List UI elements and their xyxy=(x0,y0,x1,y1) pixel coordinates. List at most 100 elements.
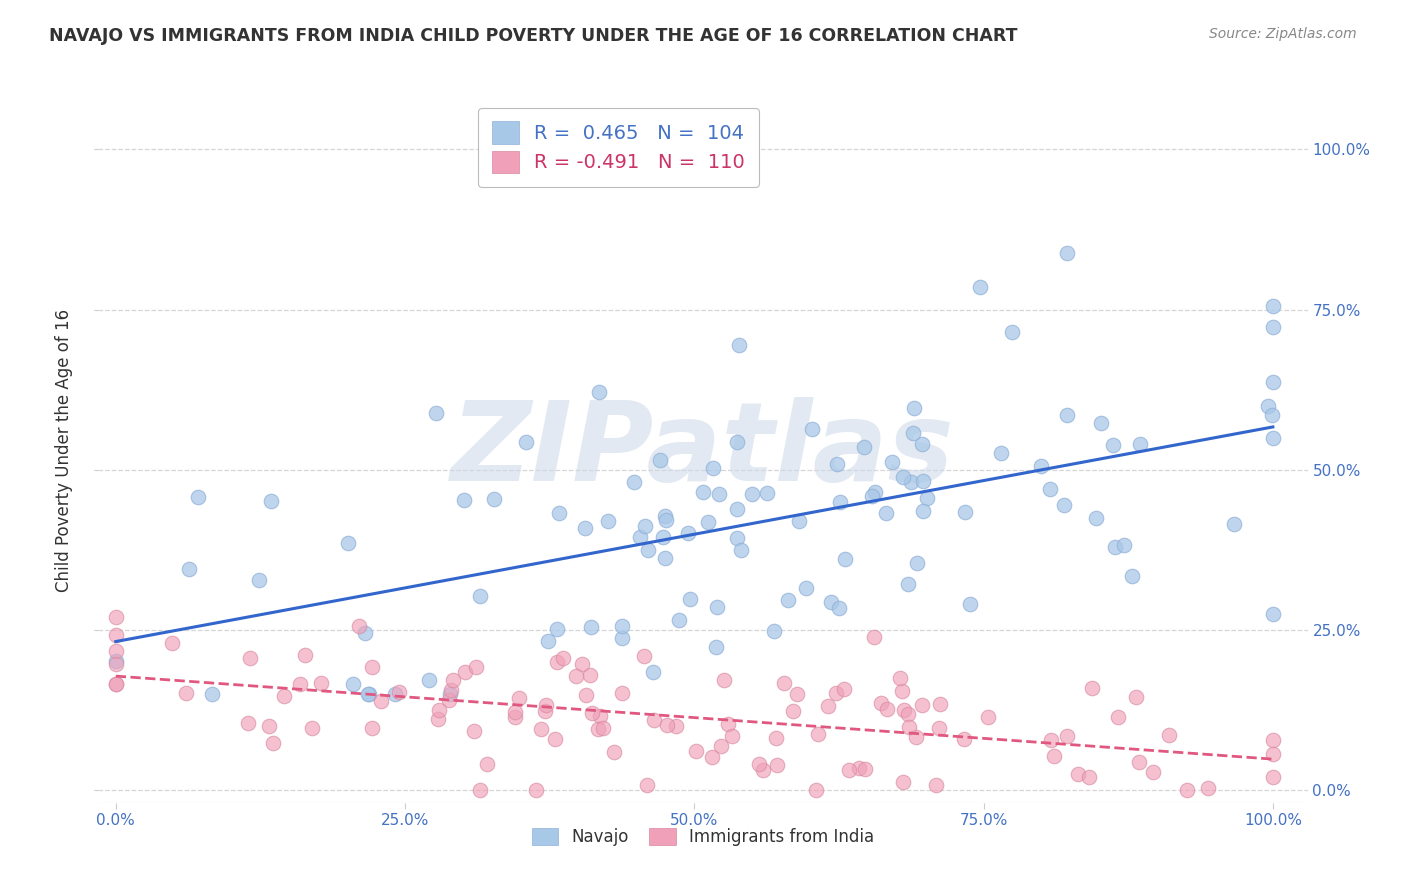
Point xyxy=(643,665,665,680)
Point xyxy=(482,491,505,506)
Point xyxy=(891,775,914,789)
Point xyxy=(589,708,612,723)
Point xyxy=(762,624,785,639)
Point xyxy=(1257,399,1279,413)
Point xyxy=(741,487,763,501)
Point xyxy=(1067,766,1090,780)
Point xyxy=(1125,690,1147,705)
Point xyxy=(911,504,934,518)
Point xyxy=(766,757,789,772)
Point xyxy=(370,693,392,707)
Point xyxy=(177,562,200,576)
Point xyxy=(537,634,560,648)
Point xyxy=(1261,607,1284,621)
Point xyxy=(853,762,876,776)
Point xyxy=(309,676,332,690)
Point xyxy=(1142,764,1164,779)
Point xyxy=(544,731,567,746)
Point xyxy=(160,635,183,649)
Point xyxy=(524,783,547,797)
Point xyxy=(475,757,498,772)
Point xyxy=(825,457,848,471)
Point xyxy=(852,440,875,454)
Point xyxy=(834,551,856,566)
Point xyxy=(259,719,281,733)
Point xyxy=(441,673,464,688)
Point xyxy=(1101,438,1123,452)
Point xyxy=(628,530,651,544)
Point xyxy=(828,601,851,615)
Point xyxy=(354,625,377,640)
Point xyxy=(889,671,911,685)
Point xyxy=(929,697,952,711)
Point xyxy=(187,491,209,505)
Point xyxy=(262,736,284,750)
Point xyxy=(748,756,770,771)
Point xyxy=(1039,732,1062,747)
Point xyxy=(1261,732,1284,747)
Point xyxy=(820,595,842,609)
Point xyxy=(832,681,855,696)
Point xyxy=(104,644,127,658)
Point xyxy=(468,589,491,603)
Point xyxy=(928,721,950,735)
Point xyxy=(104,657,127,672)
Point xyxy=(969,280,991,294)
Point xyxy=(610,686,633,700)
Point xyxy=(1056,245,1078,260)
Point xyxy=(1078,770,1101,784)
Point xyxy=(830,495,852,509)
Point xyxy=(752,764,775,778)
Point xyxy=(717,716,740,731)
Point xyxy=(782,704,804,718)
Point xyxy=(384,687,406,701)
Point xyxy=(1107,710,1129,724)
Point xyxy=(603,745,626,759)
Point xyxy=(534,704,557,718)
Point xyxy=(1053,499,1076,513)
Point xyxy=(725,502,748,516)
Point xyxy=(876,702,898,716)
Text: Source: ZipAtlas.com: Source: ZipAtlas.com xyxy=(1209,27,1357,41)
Point xyxy=(1261,747,1284,761)
Point xyxy=(273,690,295,704)
Point xyxy=(773,676,796,690)
Point xyxy=(612,631,634,645)
Point xyxy=(1159,728,1181,742)
Point xyxy=(425,406,447,420)
Point xyxy=(870,696,893,710)
Point xyxy=(990,446,1012,460)
Point xyxy=(848,761,870,775)
Point xyxy=(174,685,197,699)
Point xyxy=(1112,539,1135,553)
Point xyxy=(104,677,127,691)
Point xyxy=(911,698,934,712)
Point xyxy=(710,739,733,753)
Point xyxy=(676,526,699,541)
Point xyxy=(707,486,730,500)
Point xyxy=(696,516,718,530)
Point xyxy=(427,712,450,726)
Y-axis label: Child Poverty Under the Age of 16: Child Poverty Under the Age of 16 xyxy=(55,309,73,592)
Point xyxy=(953,506,976,520)
Point xyxy=(236,715,259,730)
Text: NAVAJO VS IMMIGRANTS FROM INDIA CHILD POVERTY UNDER THE AGE OF 16 CORRELATION CH: NAVAJO VS IMMIGRANTS FROM INDIA CHILD PO… xyxy=(49,27,1018,45)
Point xyxy=(1197,781,1219,796)
Point xyxy=(427,703,450,717)
Point xyxy=(515,435,537,450)
Point xyxy=(290,676,312,690)
Point xyxy=(361,660,384,674)
Point xyxy=(897,707,920,722)
Point xyxy=(1090,417,1112,431)
Point xyxy=(1261,431,1284,445)
Point xyxy=(1175,783,1198,797)
Point xyxy=(725,434,748,449)
Point xyxy=(534,698,557,713)
Point xyxy=(825,686,848,700)
Point xyxy=(357,687,380,701)
Point xyxy=(925,778,948,792)
Point xyxy=(588,723,610,737)
Point xyxy=(1261,408,1284,422)
Point xyxy=(247,573,270,587)
Point xyxy=(579,620,602,634)
